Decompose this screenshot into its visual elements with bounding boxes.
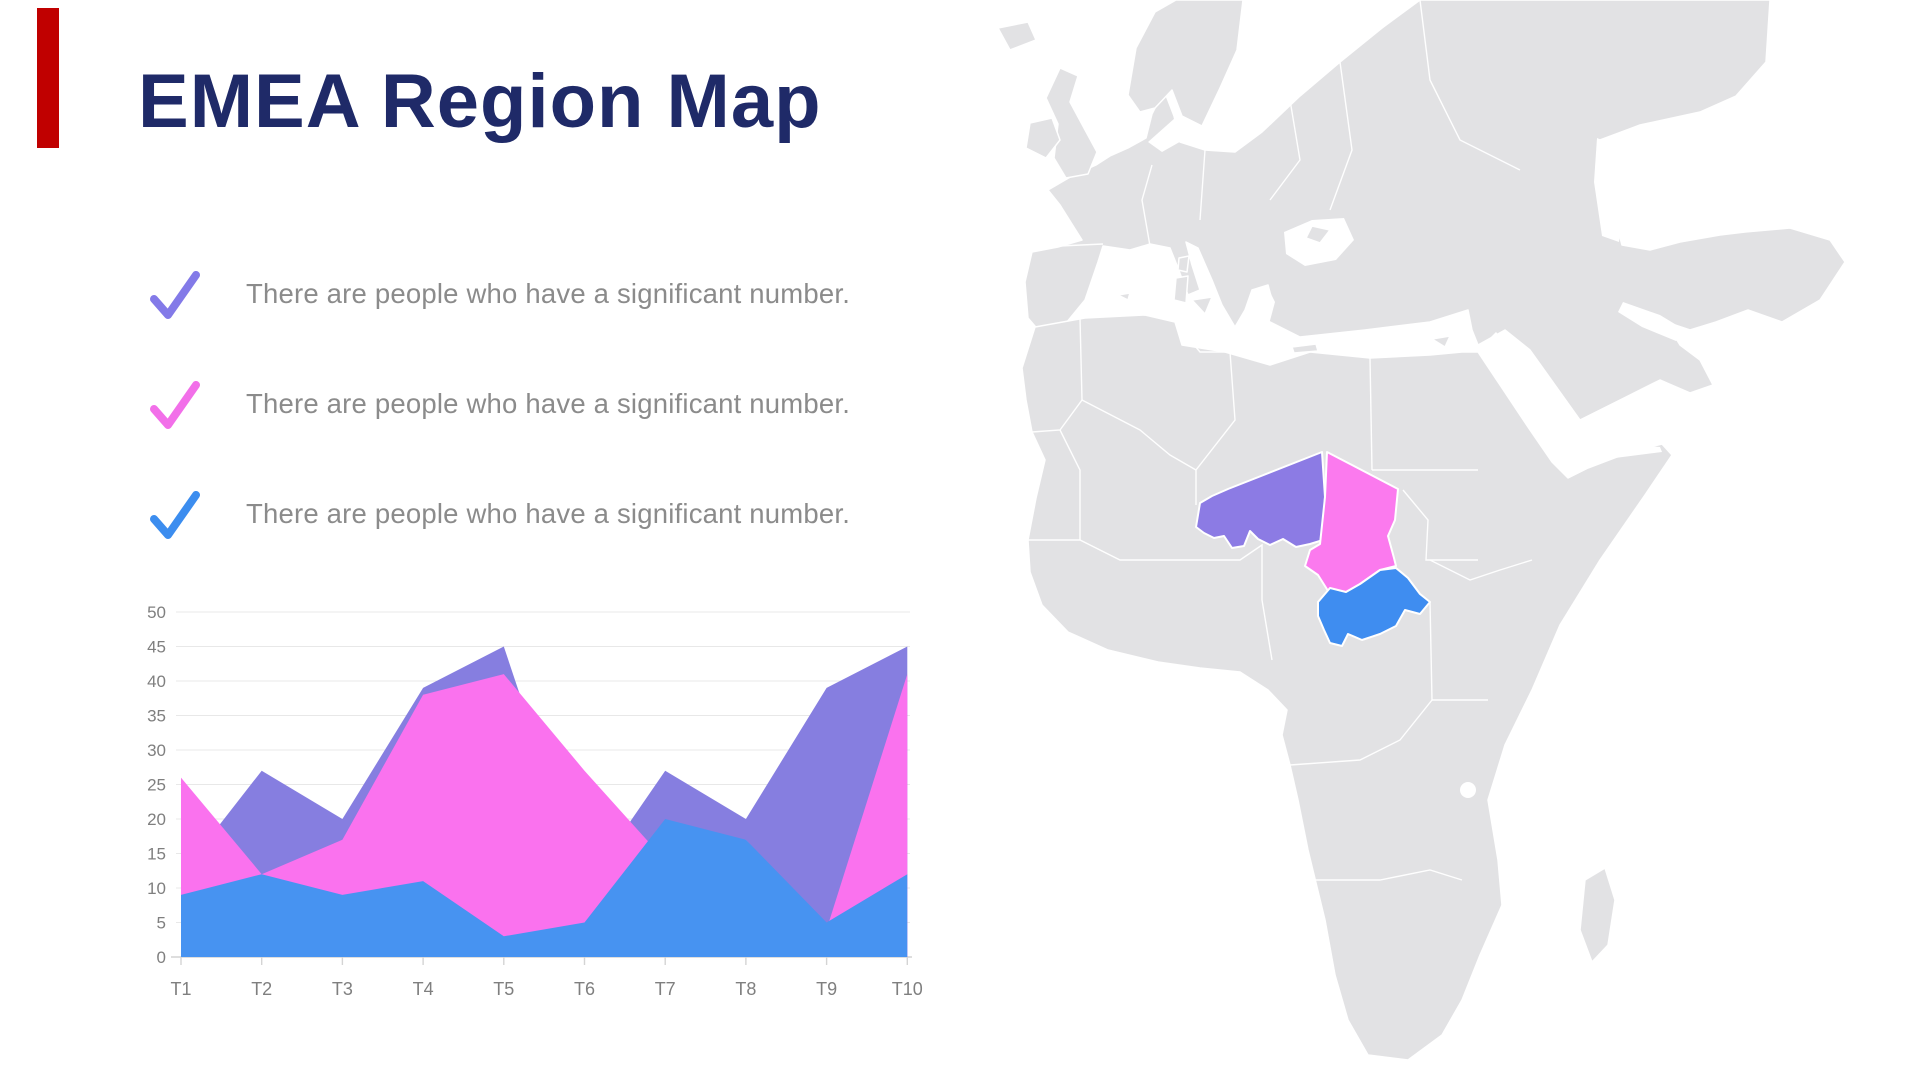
x-tick-label: T2: [251, 979, 272, 999]
persian-gulf-water: [1618, 302, 1688, 341]
bullet-label: There are people who have a significant …: [246, 498, 851, 529]
y-tick-label: 20: [147, 810, 166, 829]
y-tick-label: 0: [157, 948, 166, 967]
bullet-item-3: There are people who have a significant …: [148, 482, 850, 546]
red-sea-water: [1484, 332, 1567, 438]
sicily-island: [1191, 296, 1213, 315]
check-icon: [150, 491, 200, 539]
x-tick-label: T7: [655, 979, 676, 999]
series-blue-area: [181, 819, 908, 957]
africa-landmass: [1021, 314, 1673, 1061]
aegean-sea-water: [1257, 288, 1275, 328]
bullet-item-1: There are people who have a significant …: [148, 262, 850, 326]
bullet-item-2: There are people who have a significant …: [148, 372, 850, 436]
crimea-peninsula: [1305, 225, 1331, 244]
sardinia-island: [1173, 275, 1189, 304]
x-tick-label: T8: [735, 979, 756, 999]
country-central-african-republic: [1317, 567, 1431, 647]
caspian-sea-water: [1594, 138, 1624, 242]
cyprus-island: [1431, 335, 1451, 348]
accent-bar: [37, 8, 59, 148]
y-tick-label: 35: [147, 707, 166, 726]
y-tick-label: 10: [147, 879, 166, 898]
iceland-landmass: [997, 21, 1037, 51]
madagascar-landmass: [1579, 867, 1616, 963]
x-tick-label: T9: [816, 979, 837, 999]
crete-island: [1291, 343, 1319, 354]
x-tick-label: T10: [892, 979, 923, 999]
bullet-label: There are people who have a significant …: [246, 388, 851, 419]
ireland-landmass: [1025, 117, 1061, 159]
highlighted-countries: [1195, 451, 1431, 647]
y-tick-label: 50: [147, 603, 166, 622]
lake-victoria-water: [1460, 782, 1476, 798]
x-tick-label: T4: [413, 979, 434, 999]
bullet-label: There are people who have a significant …: [246, 278, 851, 309]
y-tick-label: 25: [147, 776, 166, 795]
x-tick-label: T3: [332, 979, 353, 999]
page-title: EMEA Region Map: [138, 59, 822, 144]
great-britain-landmass: [1045, 67, 1098, 179]
x-tick-label: T1: [170, 979, 191, 999]
x-tick-label: T5: [493, 979, 514, 999]
balearic-island: [1117, 292, 1131, 301]
seas: [1257, 138, 1688, 798]
check-icon: [150, 381, 200, 429]
country-borders: [1028, 0, 1533, 881]
y-tick-label: 15: [147, 845, 166, 864]
y-tick-label: 30: [147, 741, 166, 760]
y-tick-label: 40: [147, 672, 166, 691]
scandinavia-landmass: [1127, 0, 1244, 127]
y-tick-label: 5: [157, 914, 166, 933]
y-tick-label: 45: [147, 638, 166, 657]
chart-axes: 0 5 10 15 20 25 30 35 40 45 50 T1 T2 T3 T4 T5 T6 T7 T8 T9 T1…: [147, 603, 923, 999]
check-icon: [150, 271, 200, 319]
gulf-of-aden-water: [1574, 444, 1662, 463]
x-tick-label: T6: [574, 979, 595, 999]
country-niger: [1195, 451, 1326, 549]
chart-areas: [181, 646, 908, 957]
corsica-island: [1177, 255, 1190, 273]
